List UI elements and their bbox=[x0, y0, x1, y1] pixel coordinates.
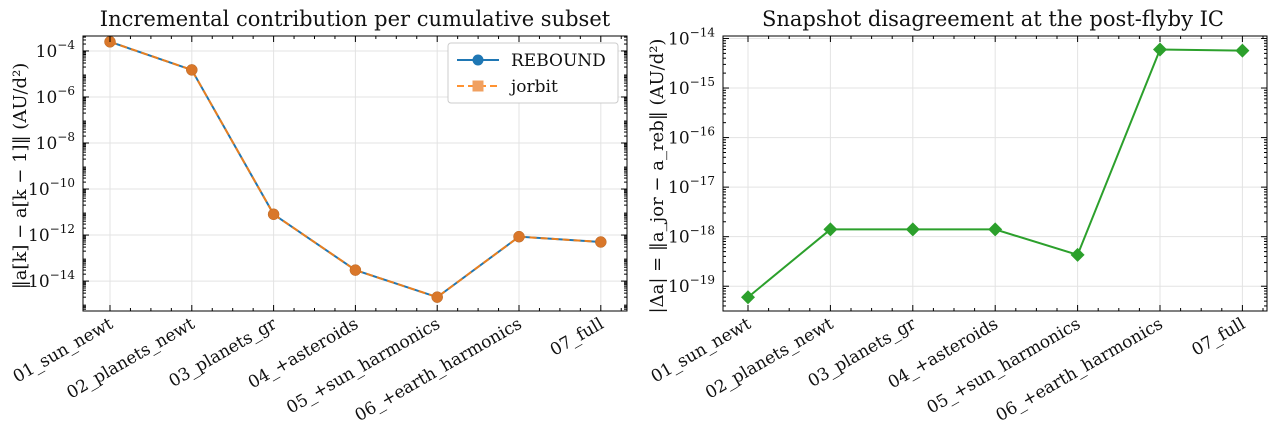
data-point bbox=[349, 264, 362, 276]
y-tick-label: 10−17 bbox=[668, 174, 715, 198]
data-point bbox=[741, 290, 755, 305]
legend-box bbox=[447, 42, 619, 104]
y-tick-label: 10−14 bbox=[28, 268, 75, 292]
right-chart-plot-frame bbox=[722, 35, 1268, 312]
legend-rebound-marker bbox=[472, 54, 484, 66]
left-chart-title: Incremental contribution per cumulative … bbox=[100, 7, 611, 31]
left-chart-panel: Incremental contribution per cumulative … bbox=[10, 7, 628, 426]
data-point bbox=[823, 222, 838, 237]
legend-jorbit-marker bbox=[472, 80, 484, 92]
left-chart-y-axis-label: ‖a[k] − a[k − 1]‖ (AU/d²) bbox=[10, 63, 31, 290]
data-point bbox=[905, 222, 920, 237]
y-tick-label: 10−19 bbox=[668, 273, 715, 297]
y-tick-label: 10−16 bbox=[668, 125, 715, 149]
left-chart-plot-frame bbox=[82, 35, 628, 312]
y-tick-label: 10−10 bbox=[28, 176, 75, 200]
right-chart-y-axis-label: |Δa| = ‖a_jor − a_reb‖ (AU/d²) bbox=[647, 39, 668, 314]
legend-jorbit-label: jorbit bbox=[509, 77, 558, 97]
data-point bbox=[513, 230, 525, 243]
data-point bbox=[595, 236, 607, 248]
data-point bbox=[988, 222, 1003, 237]
data-point bbox=[267, 208, 280, 221]
data-point bbox=[1235, 43, 1250, 58]
data-point bbox=[431, 291, 443, 303]
x-tick-label: 07_full bbox=[547, 314, 607, 360]
right-chart-panel: Snapshot disagreement at the post-flyby … bbox=[647, 7, 1268, 426]
x-tick-label: 07_full bbox=[1188, 314, 1248, 360]
right-chart-grid bbox=[723, 36, 1267, 311]
y-tick-label: 10−4 bbox=[36, 38, 76, 62]
data-point bbox=[1153, 42, 1167, 57]
data-point bbox=[1070, 247, 1085, 262]
y-tick-label: 10−12 bbox=[28, 222, 75, 246]
y-tick-label: 10−15 bbox=[668, 75, 715, 99]
legend-rebound-label: REBOUND bbox=[511, 51, 606, 71]
left-chart-series bbox=[104, 36, 607, 303]
right-chart-ticks: 10−1410−1510−1610−1710−1810−1901_sun_new… bbox=[648, 25, 1267, 426]
right-chart-title: Snapshot disagreement at the post-flyby … bbox=[762, 7, 1224, 31]
data-point bbox=[186, 64, 198, 76]
y-tick-label: 10−18 bbox=[668, 224, 715, 248]
right-chart-series bbox=[741, 42, 1250, 305]
y-tick-label: 10−8 bbox=[36, 130, 75, 154]
left-chart-legend: REBOUND jorbit bbox=[447, 42, 619, 104]
y-tick-label: 10−6 bbox=[36, 84, 75, 108]
y-tick-label: 10−14 bbox=[668, 25, 715, 49]
